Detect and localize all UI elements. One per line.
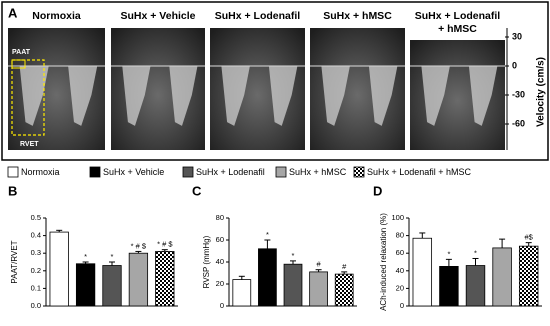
axis-label: Velocity (cm/s) [536,57,547,127]
y-tick-label: 0.5 [31,213,41,222]
doppler-signal [368,66,398,126]
legend-swatch [275,166,287,178]
annotation: PAAT [12,49,31,56]
y-tick-label: 20 [216,279,224,288]
significance-label: * # $ [157,240,173,249]
significance-label: * [266,230,269,239]
y-tick-label: 30 [512,31,522,41]
legend-swatch [353,166,365,178]
y-tick-label: 40 [216,257,224,266]
bar [492,247,512,307]
doppler-signal [268,66,298,126]
bar [232,279,252,307]
image-title: SuHx + Lodenafil [215,10,301,22]
legend-swatch [182,166,194,178]
image-title: Normoxia [32,10,81,22]
bar [518,245,539,307]
significance-label: * [474,248,477,257]
bar [283,263,303,307]
y-tick-label: 100 [391,213,404,222]
legend-label: SuHx + Lodenafil [196,167,265,177]
bar [334,273,354,307]
y-tick-label: 0.3 [31,248,41,257]
image-title: + hMSC [438,23,477,35]
y-tick-label: 0.4 [31,231,41,240]
bar [258,248,277,307]
doppler-signal [468,66,498,126]
panel-label: A [8,5,18,20]
bar [309,271,328,307]
y-tick-label: 40 [396,266,404,275]
axis-label: RVSP (mmHg) [202,235,211,288]
bar [102,265,122,307]
legend-label: Normoxia [21,167,60,177]
significance-label: #$ [525,233,534,242]
y-tick-label: 60 [396,248,404,257]
bar [128,252,149,307]
significance-label: * [84,252,87,261]
rvet-box [11,59,45,136]
legend-label: SuHx + hMSC [289,167,347,177]
y-tick-label: 0.1 [31,283,41,292]
y-tick-label: 0 [220,301,224,310]
y-tick-label: 0.0 [31,301,41,310]
significance-label: * [447,249,450,258]
significance-label: # [317,260,322,269]
panel-label: B [8,183,17,198]
y-tick-label: 0 [512,60,517,70]
doppler-signal [122,66,151,126]
y-tick-label: 0.2 [31,266,41,275]
doppler-signal [19,66,49,126]
significance-label: * # $ [131,241,147,250]
doppler-signal [321,66,350,126]
annotation: RVET [20,141,39,148]
bar [439,265,459,307]
panel-label: D [373,183,382,198]
bar [75,263,96,307]
bar [49,231,69,307]
doppler-signal [221,66,250,126]
panel-label: C [192,183,202,198]
doppler-signal [169,66,198,126]
y-tick-label: 80 [396,231,404,240]
doppler-signal [68,66,98,126]
significance-label: * [292,251,295,260]
axis-label: ACh-induced relaxation (%) [379,213,388,311]
panel-a-frame [1,1,549,161]
legend-label: SuHx + Lodenafil + hMSC [367,167,472,177]
bar [155,251,175,307]
significance-label: # [342,262,347,271]
y-tick-label: 0 [400,301,404,310]
bar [412,237,433,307]
axis-label: PAAT/RVET [10,240,19,283]
paat-box [11,59,26,69]
y-tick-label: 20 [396,283,404,292]
image-title: SuHx + hMSC [323,10,392,22]
y-tick-label: -30 [512,89,525,99]
significance-label: * [111,252,114,261]
y-tick-label: -60 [512,118,525,128]
legend-swatch [89,166,101,178]
y-tick-label: 60 [216,235,224,244]
y-tick-label: 80 [216,213,224,222]
image-title: SuHx + Vehicle [121,10,196,22]
doppler-signal [421,66,450,126]
legend-label: SuHx + Vehicle [103,167,164,177]
image-title: SuHx + Lodenafil [415,10,501,22]
bar [465,265,486,307]
legend-swatch [7,166,19,178]
